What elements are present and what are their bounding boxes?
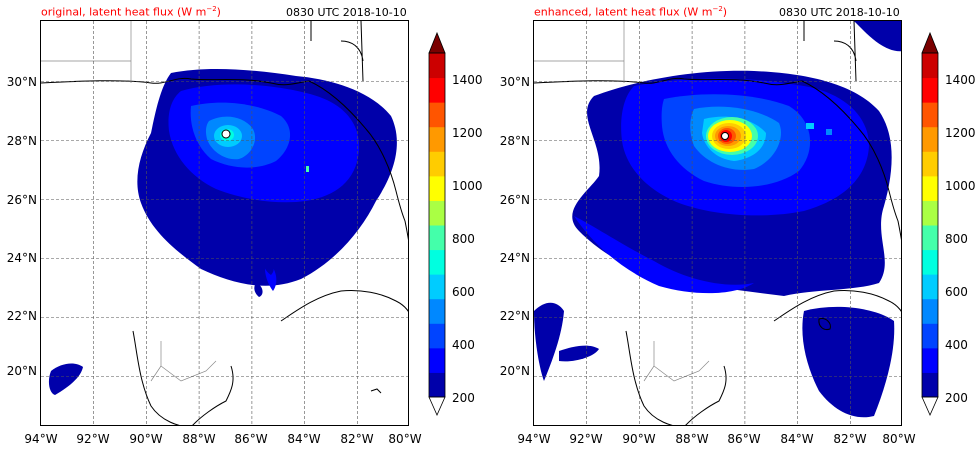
panel-title: enhanced, latent heat flux (W m−2)	[534, 5, 728, 19]
colorbar-steps	[922, 53, 938, 398]
colorbar-tick: 1200	[452, 126, 483, 140]
colorbar: 200 400 600 800 1000 1200 1400	[428, 31, 483, 416]
colorbar-step	[429, 77, 445, 103]
colorbar-step	[429, 175, 445, 201]
lon-label: 82°W	[833, 432, 866, 446]
colorbar-tick: 800	[452, 232, 475, 246]
colorbar-step	[922, 200, 938, 226]
map-frame	[533, 20, 902, 426]
colorbar-step	[429, 347, 445, 373]
colorbar-tick: 200	[452, 391, 475, 405]
lat-label: 24°N	[500, 251, 530, 265]
lat-label: 28°N	[500, 134, 530, 148]
colorbar-step	[429, 372, 445, 398]
colorbar-tick: 200	[945, 391, 968, 405]
colorbar-step	[922, 175, 938, 201]
panel-title: original, latent heat flux (W m−2)	[41, 5, 221, 19]
colorbar-over-arrow	[428, 31, 446, 54]
flux-field	[48, 69, 397, 395]
colorbar-step	[922, 323, 938, 349]
lon-label: 80°W	[882, 432, 915, 446]
colorbar-tick: 1000	[452, 179, 483, 193]
lat-label: 30°N	[7, 75, 37, 89]
colorbar-step	[429, 102, 445, 128]
lat-label: 20°N	[7, 364, 37, 378]
colorbar-tick: 800	[945, 232, 968, 246]
lon-label: 86°W	[234, 432, 267, 446]
colorbar-step	[922, 298, 938, 324]
lat-label: 28°N	[7, 134, 37, 148]
lon-label: 84°W	[287, 432, 320, 446]
borders	[41, 21, 217, 382]
lon-label: 90°W	[129, 432, 162, 446]
colorbar-step	[429, 53, 445, 79]
lat-label: 26°N	[7, 193, 37, 207]
colorbar-tick: 1400	[945, 73, 976, 87]
lon-label: 94°W	[517, 432, 550, 446]
lon-label: 90°W	[622, 432, 655, 446]
axes-original: 20°N 22°N 24°N 26°N 28°N 30°N 94°W 92°W …	[7, 31, 483, 446]
lon-label: 88°W	[675, 432, 708, 446]
colorbar-tick: 400	[945, 338, 968, 352]
colorbar-step	[429, 298, 445, 324]
map-original	[41, 21, 408, 425]
colorbar-step	[429, 200, 445, 226]
colorbar-step	[922, 102, 938, 128]
colorbar-steps	[429, 53, 445, 398]
colorbar-step	[922, 249, 938, 275]
colorbar-step	[922, 126, 938, 152]
colorbar-step	[429, 274, 445, 300]
panel-timestamp: 0830 UTC 2018-10-10	[286, 6, 407, 19]
colorbar-step	[922, 53, 938, 79]
lat-label: 30°N	[500, 75, 530, 89]
colorbar-tick: 400	[452, 338, 475, 352]
colorbar-step	[922, 225, 938, 251]
map-frame	[40, 20, 409, 426]
colorbar-over-arrow	[921, 31, 939, 54]
map-enhanced	[534, 21, 901, 425]
lon-label: 84°W	[780, 432, 813, 446]
lon-label: 94°W	[24, 432, 57, 446]
colorbar-step	[922, 274, 938, 300]
colorbar-tick: 600	[452, 285, 475, 299]
gridlines	[534, 21, 901, 425]
colorbar-step	[429, 323, 445, 349]
lon-label: 88°W	[182, 432, 215, 446]
lon-label: 92°W	[76, 432, 109, 446]
colorbar-step	[922, 77, 938, 103]
colorbar-under-arrow	[428, 396, 446, 416]
colorbar: 200 400 600 800 1000 1200 1400	[921, 31, 976, 416]
colorbar-under-arrow	[921, 396, 939, 416]
panel-enhanced: enhanced, latent heat flux (W m−2) 0830 …	[490, 0, 980, 451]
lon-label: 92°W	[569, 432, 602, 446]
lat-label: 22°N	[500, 309, 530, 323]
flux-field	[534, 21, 901, 418]
colorbar-step	[429, 249, 445, 275]
colorbar-step	[429, 151, 445, 177]
colorbar-step	[429, 126, 445, 152]
lat-label: 26°N	[500, 193, 530, 207]
lon-label: 86°W	[727, 432, 760, 446]
colorbar-step	[922, 372, 938, 398]
colorbar-step	[429, 225, 445, 251]
colorbar-step	[922, 151, 938, 177]
lon-label: 82°W	[340, 432, 373, 446]
colorbar-tick: 1400	[452, 73, 483, 87]
coastlines	[534, 21, 901, 425]
lon-label: 80°W	[388, 432, 421, 446]
coastlines	[41, 21, 408, 425]
lat-label: 24°N	[7, 251, 37, 265]
gridlines	[41, 21, 408, 425]
colorbar-tick: 1200	[945, 126, 976, 140]
colorbar-step	[922, 347, 938, 373]
lat-label: 20°N	[500, 364, 530, 378]
axes-enhanced: 20°N 22°N 24°N 26°N 28°N 30°N 94°W 92°W …	[500, 31, 976, 446]
colorbar-tick: 600	[945, 285, 968, 299]
lat-label: 22°N	[7, 309, 37, 323]
colorbar-tick: 1000	[945, 179, 976, 193]
panel-timestamp: 0830 UTC 2018-10-10	[779, 6, 900, 19]
panel-original: original, latent heat flux (W m−2) 0830 …	[7, 5, 483, 446]
borders	[534, 21, 710, 382]
